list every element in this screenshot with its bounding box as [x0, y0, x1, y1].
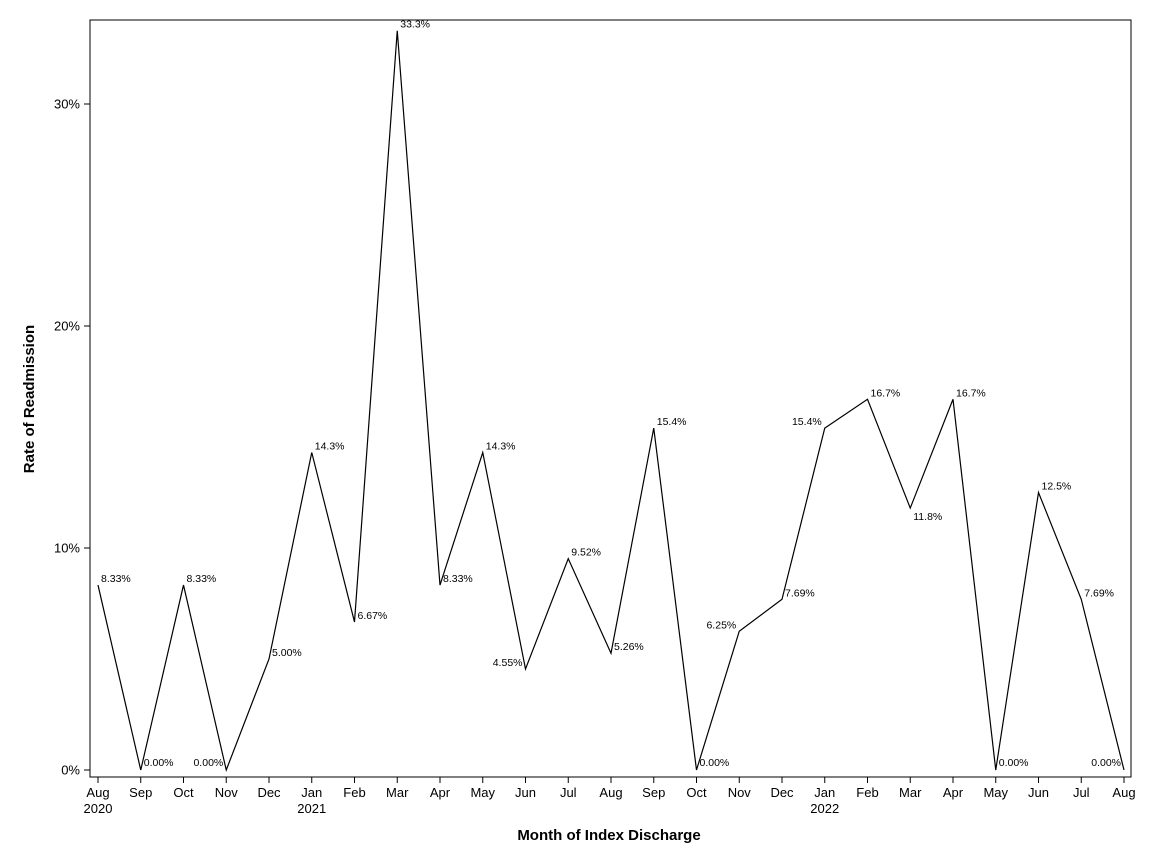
- y-axis: 0% 10% 20% 30%: [54, 97, 90, 778]
- data-label: 16.7%: [871, 387, 901, 399]
- x-tick-label: Oct: [173, 785, 194, 800]
- data-label: 5.00%: [272, 647, 302, 659]
- x-tick-label: Feb: [856, 785, 878, 800]
- x-tick-label: Apr: [430, 785, 451, 800]
- data-label: 0.00%: [700, 757, 730, 769]
- x-tick-label: Aug: [1112, 785, 1135, 800]
- x-tick-label: Nov: [215, 785, 239, 800]
- data-label: 8.33%: [101, 573, 131, 585]
- x-tick-label: Mar: [899, 785, 922, 800]
- y-tick-label: 20%: [54, 319, 80, 334]
- x-tick-label: Apr: [943, 785, 964, 800]
- y-axis-title: Rate of Readmission: [21, 325, 38, 473]
- x-tick-label: Jan: [814, 785, 835, 800]
- x-tick-label: Jun: [1028, 785, 1049, 800]
- data-label: 6.25%: [706, 619, 736, 631]
- x-tick-label: Mar: [386, 785, 409, 800]
- data-label: 12.5%: [1042, 481, 1072, 493]
- data-label: 8.33%: [443, 573, 473, 585]
- y-tick-label: 10%: [54, 541, 80, 556]
- data-label: 5.26%: [614, 641, 644, 653]
- x-tick-label: Aug: [599, 785, 622, 800]
- data-labels: 8.33% 0.00% 8.33% 0.00% 5.00% 14.3% 6.67% 33.3%…: [101, 19, 1121, 769]
- series-line: [97, 30, 1125, 773]
- data-label: 0.00%: [193, 757, 223, 769]
- x-tick-label: May: [470, 785, 495, 800]
- data-label: 7.69%: [785, 587, 815, 599]
- data-label: 6.67%: [358, 610, 388, 622]
- data-label: 14.3%: [486, 441, 516, 453]
- data-label: 7.69%: [1084, 587, 1114, 599]
- x-axis-title: Month of Index Discharge: [517, 827, 700, 844]
- data-label: 0.00%: [144, 757, 174, 769]
- x-tick-label: Aug: [86, 785, 109, 800]
- data-label: 4.55%: [493, 657, 523, 669]
- data-label: 15.4%: [657, 416, 687, 428]
- data-label: 0.00%: [999, 757, 1029, 769]
- x-tick-label: Jun: [515, 785, 536, 800]
- y-tick-label: 0%: [61, 763, 80, 778]
- x-tick-label: Nov: [728, 785, 752, 800]
- data-label: 11.8%: [913, 511, 942, 523]
- x-tick-label: Sep: [129, 785, 152, 800]
- x-tick-label: Sep: [642, 785, 665, 800]
- x-tick-label: Jan: [301, 785, 322, 800]
- data-label: 33.3%: [400, 19, 430, 31]
- x-tick-label: May: [983, 785, 1008, 800]
- data-label: 0.00%: [1091, 757, 1121, 769]
- x-tick-year-label: 2022: [810, 801, 839, 816]
- x-tick-label: Jul: [1073, 785, 1090, 800]
- data-label: 14.3%: [315, 441, 345, 453]
- data-label: 16.7%: [956, 387, 986, 399]
- x-tick-year-label: 2021: [297, 801, 326, 816]
- data-label: 15.4%: [792, 416, 822, 428]
- x-tick-label: Oct: [686, 785, 707, 800]
- x-tick-label: Jul: [560, 785, 577, 800]
- data-label: 9.52%: [571, 547, 601, 559]
- x-tick-label: Dec: [257, 785, 281, 800]
- y-tick-label: 30%: [54, 97, 80, 112]
- x-tick-year-label: 2020: [84, 801, 113, 816]
- x-tick-label: Dec: [770, 785, 794, 800]
- x-tick-label: Feb: [343, 785, 365, 800]
- data-label: 8.33%: [187, 573, 217, 585]
